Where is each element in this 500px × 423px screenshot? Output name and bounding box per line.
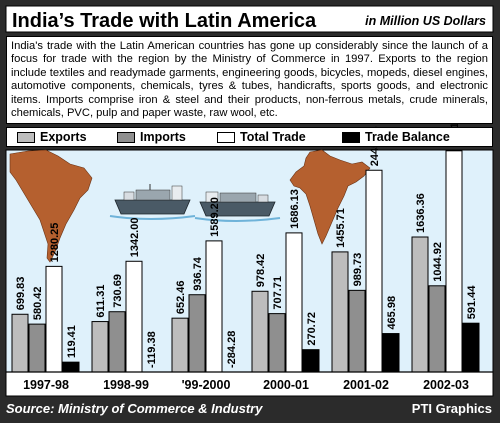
bar-imports	[108, 311, 126, 373]
description-box: India's trade with the Latin American co…	[6, 36, 493, 124]
legend-swatch-exports	[17, 131, 35, 143]
bar-trade-balance	[462, 322, 480, 373]
bar-imports	[268, 313, 286, 373]
category-labels-layer: 1997-98 1998-99 '99-2000 2000-01 2001-02 2002…	[23, 378, 469, 392]
value-label: 465.98	[386, 296, 398, 330]
bar-total-trade	[445, 150, 463, 373]
value-label: 1686.13	[289, 189, 301, 229]
value-label: 652.46	[175, 281, 187, 315]
credit-note: PTI Graphics	[411, 401, 492, 416]
value-label: 1589.20	[209, 197, 221, 237]
value-label: 989.73	[352, 253, 364, 287]
value-label: 119.41	[66, 325, 78, 358]
value-label: 978.42	[255, 254, 267, 288]
source-note: Source: Ministry of Commerce & Industry	[6, 401, 263, 416]
category-label: 1997-98	[23, 378, 69, 392]
india-map	[289, 149, 371, 245]
units-label: in Million US Dollars	[365, 14, 486, 28]
bar-imports	[188, 294, 206, 373]
value-label: 1044.92	[432, 242, 444, 282]
value-label: 611.31	[95, 285, 107, 318]
legend-label-trade-balance: Trade Balance	[365, 130, 450, 144]
south-america-map	[9, 149, 93, 263]
value-label: 730.69	[112, 274, 124, 308]
value-label: 1636.36	[415, 193, 427, 233]
legend-label-total-trade: Total Trade	[240, 130, 306, 144]
description-text: India's trade with the Latin American co…	[11, 40, 488, 120]
value-label: 1455.71	[335, 208, 347, 248]
value-label: 270.72	[306, 312, 318, 346]
value-label: 936.74	[192, 256, 204, 291]
category-label: 2000-01	[263, 378, 309, 392]
title-banner	[5, 5, 494, 33]
value-label: 707.71	[272, 276, 284, 310]
bar-total-trade	[125, 260, 143, 373]
legend-swatch-trade-balance	[342, 131, 360, 143]
bar-imports	[28, 323, 46, 373]
bar-exports	[11, 313, 29, 373]
value-label: 580.42	[32, 286, 44, 320]
category-label: '99-2000	[182, 378, 231, 392]
value-label: 1342.00	[129, 218, 141, 258]
bar-imports	[428, 285, 446, 373]
category-strip	[5, 371, 494, 397]
value-label: 591.44	[466, 285, 478, 320]
bar-exports	[331, 251, 349, 373]
legend-item-imports: Imports	[117, 130, 186, 144]
bar-total-trade	[45, 265, 63, 373]
bar-exports	[91, 321, 109, 373]
legend-item-total-trade: Total Trade	[217, 130, 306, 144]
legend-swatch-imports	[117, 131, 135, 143]
bar-total-trade	[365, 169, 383, 373]
value-label: 1280.25	[49, 223, 61, 263]
value-label: -119.38	[146, 331, 158, 368]
chart-title: India’s Trade with Latin America	[12, 10, 317, 32]
legend: Exports Imports Total Trade Trade Balanc…	[6, 127, 493, 147]
bar-imports	[348, 289, 366, 373]
legend-swatch-total-trade	[217, 131, 235, 143]
bar-exports	[411, 236, 429, 373]
cargo-ship-icon	[194, 191, 281, 222]
bar-trade-balance	[62, 361, 80, 373]
bar-trade-balance	[382, 333, 400, 373]
category-label: 2001-02	[343, 378, 389, 392]
bar-total-trade	[205, 240, 223, 373]
cargo-ship-icon	[109, 184, 196, 220]
legend-label-imports: Imports	[140, 130, 186, 144]
value-label: 699.83	[15, 277, 27, 311]
category-label: 2002-03	[423, 378, 469, 392]
bars-layer	[11, 150, 480, 396]
bar-exports	[251, 290, 269, 373]
bar-total-trade	[285, 232, 303, 373]
legend-item-trade-balance: Trade Balance	[342, 130, 450, 144]
legend-label-exports: Exports	[40, 130, 87, 144]
bar-trade-balance	[302, 349, 320, 373]
category-label: 1998-99	[103, 378, 149, 392]
legend-item-exports: Exports	[17, 130, 87, 144]
bar-exports	[171, 317, 189, 373]
value-label: -284.28	[226, 331, 238, 368]
